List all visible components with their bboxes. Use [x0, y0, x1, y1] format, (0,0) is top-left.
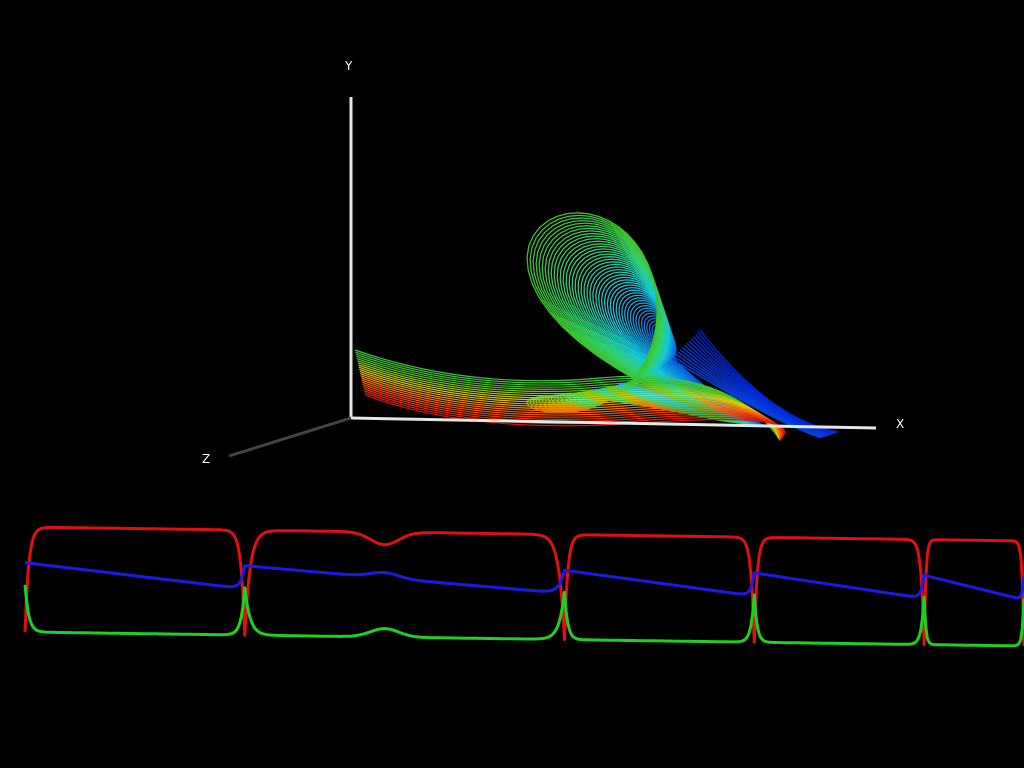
attractor-tip-strand	[690, 338, 833, 435]
attractor-tip-strand	[677, 351, 826, 438]
time-series-line-1	[24, 561, 1024, 600]
attractor-tip-strand	[675, 353, 824, 438]
attractor-3d-plot: Y X Z	[202, 59, 904, 466]
attractor-tip-strand	[673, 355, 823, 438]
x-axis-label: X	[896, 417, 904, 431]
z-axis-line	[228, 416, 352, 458]
time-series-line-2	[23, 584, 1024, 648]
attractor-tip-strand	[695, 333, 836, 434]
attractor-trajectory	[354, 212, 839, 441]
attractor-tip-strand	[688, 340, 832, 435]
attractor-tip-strand	[671, 358, 822, 439]
z-axis-label: Z	[202, 452, 210, 466]
attractor-tip-strand	[681, 347, 828, 437]
x-axis-line	[350, 416, 877, 430]
y-axis-label: Y	[344, 59, 353, 73]
attractor-tip-strand	[686, 342, 831, 436]
attractor-tip-strand	[684, 344, 829, 436]
time-series-line-0	[23, 525, 1024, 647]
attractor-tip-strand	[679, 349, 827, 437]
time-series-plot	[23, 525, 1024, 648]
attractor-tip-strand	[692, 336, 835, 435]
